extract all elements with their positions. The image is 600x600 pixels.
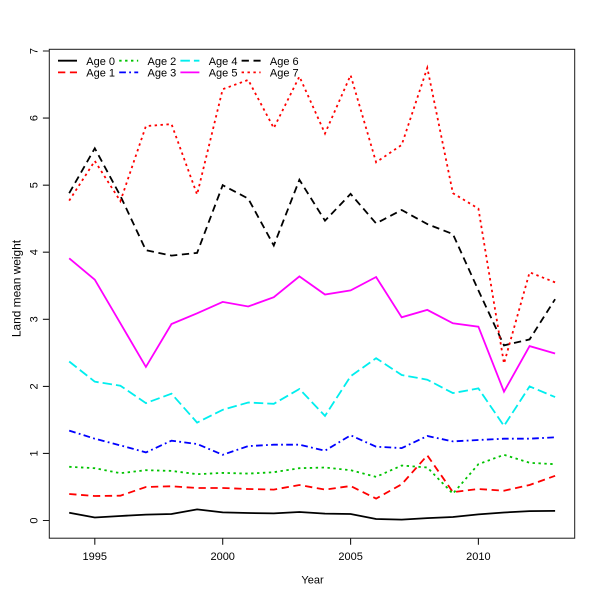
svg-text:Age 7: Age 7: [270, 68, 299, 80]
svg-text:Age 4: Age 4: [209, 56, 238, 68]
svg-text:2005: 2005: [338, 551, 362, 563]
svg-text:6: 6: [28, 115, 40, 121]
svg-text:3: 3: [28, 316, 40, 322]
svg-text:2000: 2000: [210, 551, 234, 563]
svg-text:Year: Year: [301, 575, 324, 587]
svg-text:5: 5: [28, 182, 40, 188]
svg-text:Age 2: Age 2: [148, 56, 177, 68]
svg-text:1: 1: [28, 450, 40, 456]
svg-text:4: 4: [28, 249, 40, 255]
svg-text:Age 6: Age 6: [270, 56, 299, 68]
svg-text:Age 3: Age 3: [148, 68, 177, 80]
svg-text:Age 0: Age 0: [86, 56, 115, 68]
svg-text:2: 2: [28, 383, 40, 389]
svg-text:2010: 2010: [466, 551, 490, 563]
svg-text:7: 7: [28, 48, 40, 54]
svg-text:Age 5: Age 5: [209, 68, 238, 80]
svg-text:1995: 1995: [83, 551, 107, 563]
svg-text:Land mean weight: Land mean weight: [10, 239, 24, 337]
svg-text:0: 0: [28, 517, 40, 523]
svg-text:Age 1: Age 1: [86, 68, 115, 80]
